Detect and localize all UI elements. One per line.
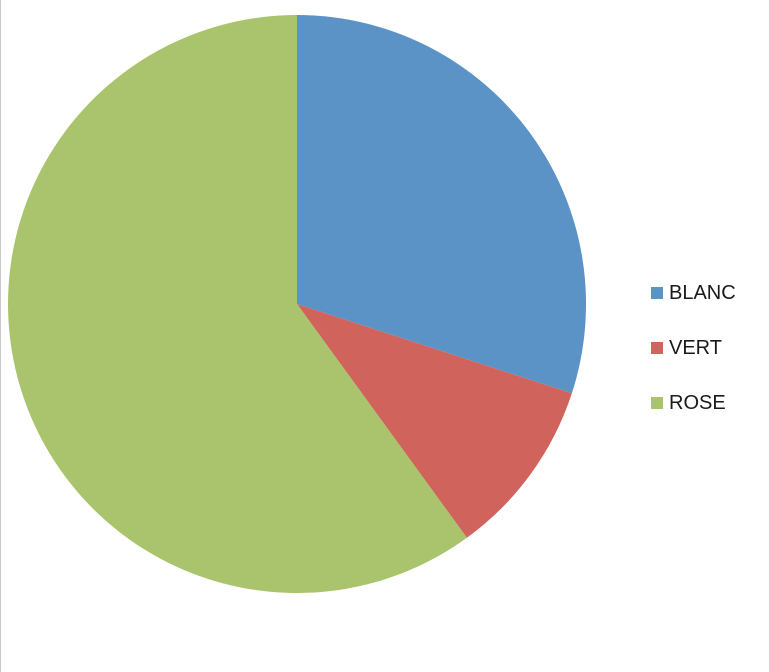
pie-slice-rose [8,15,467,593]
legend-swatch-vert [651,342,663,354]
legend-swatch-blanc [651,287,663,299]
legend: BLANC VERT ROSE [651,279,736,417]
legend-item-blanc: BLANC [651,279,736,307]
pie-slice-vert [297,304,572,538]
legend-label-blanc: BLANC [669,282,736,304]
legend-label-rose: ROSE [669,392,726,414]
legend-item-rose: ROSE [651,389,736,417]
pie-slice-blanc [297,15,587,394]
pie-slices [8,15,587,593]
legend-swatch-rose [651,397,663,409]
legend-label-vert: VERT [669,337,722,359]
legend-item-vert: VERT [651,334,736,362]
